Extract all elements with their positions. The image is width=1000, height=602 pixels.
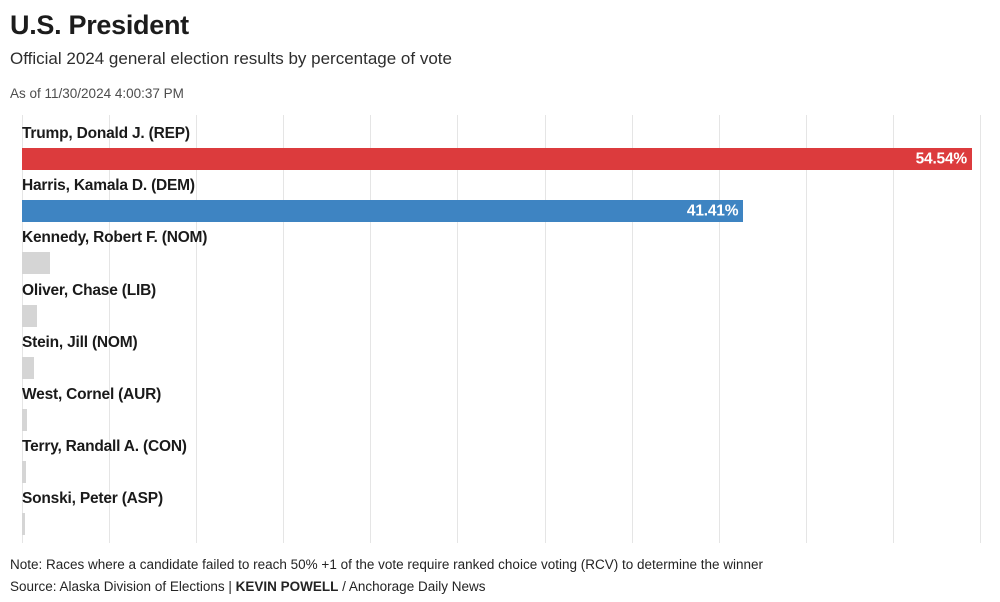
candidate-label: Harris, Kamala D. (DEM) [22, 177, 195, 195]
bar [22, 409, 27, 431]
chart-subtitle: Official 2024 general election results b… [10, 49, 452, 68]
chart-footer: Note: Races where a candidate failed to … [10, 556, 763, 596]
candidate-label: Stein, Jill (NOM) [22, 333, 138, 351]
candidate-label: Oliver, Chase (LIB) [22, 281, 157, 299]
gridline [980, 115, 981, 543]
bar [22, 356, 34, 379]
chart-source: Source: Alaska Division of Elections | K… [10, 578, 763, 596]
as-of-timestamp: As of 11/30/2024 4:00:37 PM [10, 86, 184, 101]
gridline [283, 115, 285, 543]
bar-chart: Trump, Donald J. (REP) 54.54% Harris, Kama… [22, 115, 981, 543]
gridline [805, 115, 807, 543]
bar [22, 252, 50, 275]
gridline [544, 115, 546, 543]
gridline [631, 115, 633, 543]
bar [22, 304, 37, 327]
bar: 41.41% [22, 200, 744, 223]
bar [22, 513, 25, 536]
gridline [196, 115, 198, 543]
gridline [718, 115, 720, 543]
bar [22, 461, 26, 484]
candidate-label: Sonski, Peter (ASP) [22, 490, 163, 508]
gridline [892, 115, 894, 543]
gridline [370, 115, 372, 543]
source-suffix: / Anchorage Daily News [338, 579, 486, 595]
chart-note: Note: Races where a candidate failed to … [10, 557, 764, 572]
chart-header: U.S. President Official 2024 general ele… [10, 10, 452, 101]
page-title: U.S. President [10, 10, 189, 40]
gridline [22, 115, 23, 543]
gridline [109, 115, 111, 543]
source-author: KEVIN POWELL [235, 579, 339, 595]
candidate-label: Trump, Donald J. (REP) [22, 125, 190, 142]
gridline [457, 115, 459, 543]
bar-value-label: 54.54% [915, 150, 968, 168]
candidate-label: Kennedy, Robert F. (NOM) [22, 229, 208, 247]
candidate-label: West, Cornel (AUR) [22, 386, 162, 403]
bar: 54.54% [22, 148, 972, 170]
bar-value-label: 41.41% [686, 202, 739, 220]
candidate-label: Terry, Randall A. (CON) [22, 438, 187, 456]
source-prefix: Source: Alaska Division of Elections | [10, 579, 236, 595]
